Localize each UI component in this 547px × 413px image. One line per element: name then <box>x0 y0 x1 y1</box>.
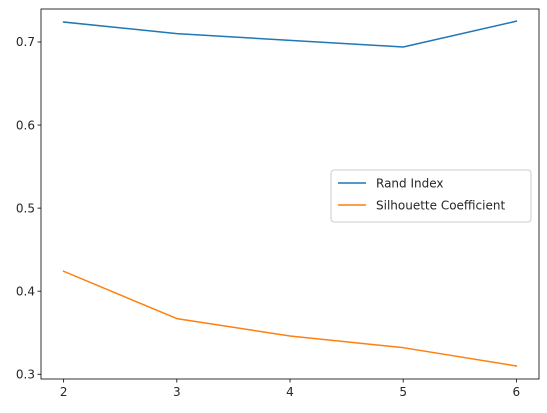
legend-label-silhouette-coefficient: Silhouette Coefficient <box>376 199 505 213</box>
x-tick-label: 6 <box>513 385 521 399</box>
plot-frame <box>40 8 540 380</box>
legend: Rand Index Silhouette Coefficient <box>330 169 532 223</box>
series-lines <box>62 20 518 367</box>
x-tick-label: 3 <box>173 385 181 399</box>
legend-box <box>330 169 532 223</box>
y-tick-label: 0.3 <box>16 367 35 381</box>
series-line-rand-index <box>62 20 518 48</box>
x-axis-ticks: 2 3 4 5 6 <box>60 379 520 399</box>
y-tick-label: 0.4 <box>16 284 35 298</box>
legend-label-rand-index: Rand Index <box>376 177 444 191</box>
x-tick-label: 2 <box>60 385 68 399</box>
y-tick-label: 0.5 <box>16 201 35 215</box>
y-tick-label: 0.7 <box>16 35 35 49</box>
series-line-silhouette-coefficient <box>62 270 518 367</box>
y-axis-ticks: 0.3 0.4 0.5 0.6 0.7 <box>16 35 41 381</box>
y-tick-label: 0.6 <box>16 118 35 132</box>
x-tick-label: 4 <box>286 385 294 399</box>
x-tick-label: 5 <box>399 385 407 399</box>
